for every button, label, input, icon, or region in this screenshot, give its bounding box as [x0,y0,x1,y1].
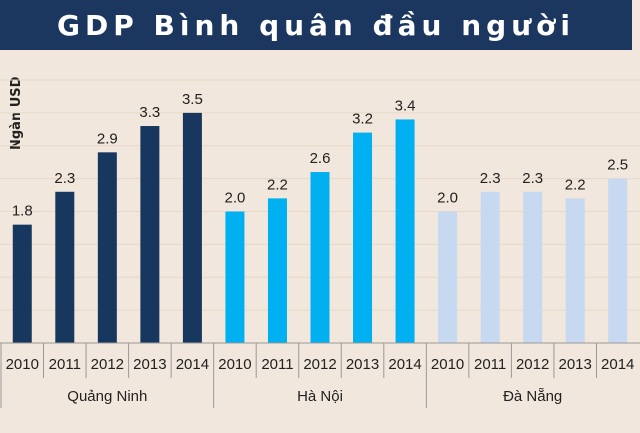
data-label: 2.0 [437,190,458,207]
data-label: 3.5 [182,91,203,108]
bar [480,191,500,343]
data-label: 2.5 [607,157,628,174]
data-label: 1.8 [12,203,33,220]
data-label: 2.3 [522,170,543,187]
x-tick-label: 2012 [303,356,336,373]
chart-title: GDP Bình quân đầu người [0,0,632,50]
group-label: Đà Nẵng [503,388,562,405]
data-label: 3.2 [352,111,373,128]
bar [353,132,373,343]
x-tick-label: 2012 [91,356,124,373]
bar [395,119,415,343]
x-tick-label: 2011 [49,356,81,373]
x-tick-label: 2010 [6,356,39,373]
data-label: 2.6 [310,150,331,167]
data-label: 2.3 [54,170,75,187]
data-label: 2.0 [225,190,246,207]
data-label: 2.9 [97,130,118,147]
bar [182,112,202,343]
data-label: 3.4 [395,97,416,114]
x-tick-label: 2013 [559,356,592,373]
bar [225,211,245,343]
data-label: 2.2 [267,176,288,193]
x-tick-label: 2011 [474,356,506,373]
x-tick-label: 2010 [218,356,251,373]
data-label: 2.3 [480,170,501,187]
data-label: 2.2 [565,176,586,193]
x-tick-label: 2010 [431,356,464,373]
bar [523,191,543,343]
x-tick-label: 2013 [133,356,166,373]
group-label: Quảng Ninh [67,388,147,405]
bar [565,198,585,343]
x-tick-label: 2014 [388,356,421,373]
bar [140,126,160,344]
x-tick-label: 2011 [261,356,293,373]
x-tick-label: 2012 [516,356,549,373]
x-tick-label: 2013 [346,356,379,373]
bar [608,178,628,343]
bar [310,172,330,343]
x-axis: 2010 2011 2012 2013 2014 Quảng Ninh 2010 2011 20… [0,342,640,408]
x-tick-label: 2014 [176,356,209,373]
bar [267,198,287,343]
x-tick-label: 2014 [601,356,634,373]
bar [97,152,117,343]
data-label: 3.3 [139,104,160,121]
bar [438,211,458,343]
bar [55,191,75,343]
bar [12,224,32,343]
bars: 1.8 2.3 2.9 3.3 3.5 2.0 2.2 2.6 3.2 3.4 2.0 2.3 2.3 2… [12,91,628,344]
group-label: Hà Nội [297,388,343,405]
